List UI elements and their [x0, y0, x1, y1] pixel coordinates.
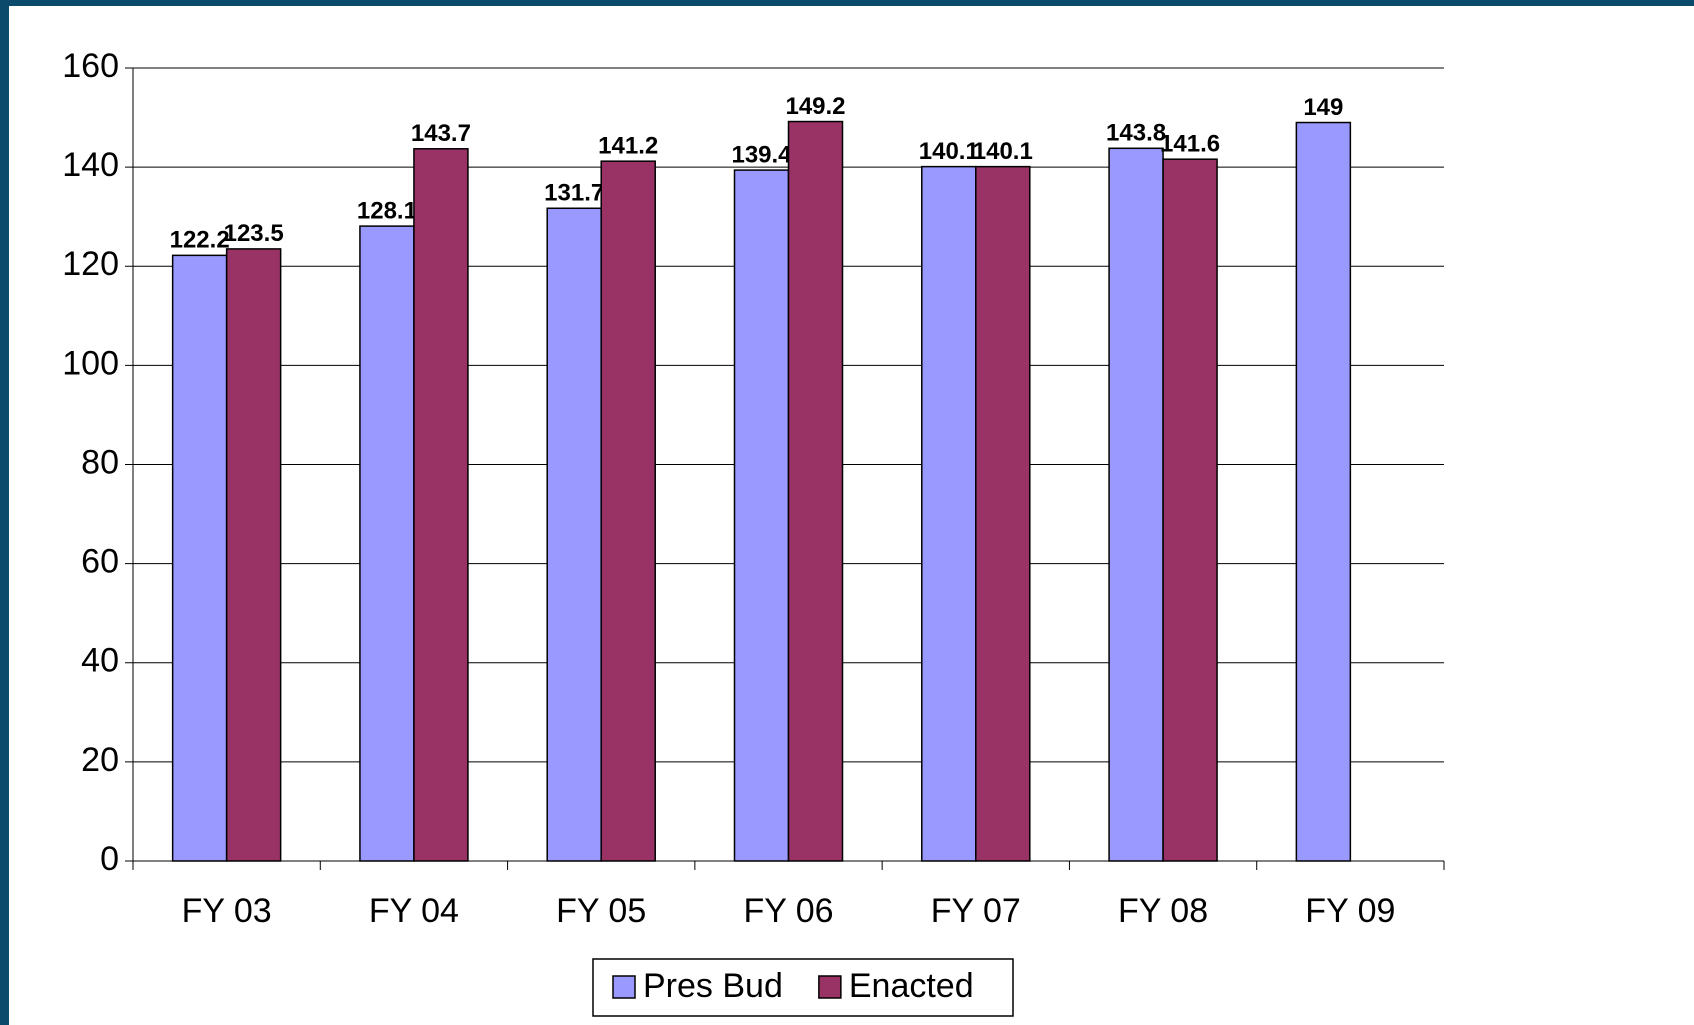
bar [600, 160, 656, 862]
legend-swatch [612, 975, 636, 999]
x-tick-label: FY 09 [1305, 892, 1395, 930]
data-label: 128.1 [357, 197, 417, 224]
bar [975, 165, 1031, 862]
bar [1162, 158, 1218, 862]
legend-swatch [818, 975, 842, 999]
bar [225, 248, 282, 862]
data-label: 140.1 [919, 138, 979, 165]
bar [787, 120, 844, 862]
bar [413, 148, 469, 862]
bar [171, 254, 228, 862]
legend-label: Pres Bud [643, 967, 783, 1005]
bar [1295, 121, 1352, 862]
y-tick-label: 20 [81, 741, 119, 779]
x-tick-label: FY 06 [743, 892, 833, 930]
data-label: 141.6 [1160, 131, 1220, 158]
y-tick-label: 40 [81, 642, 119, 680]
x-tick-label: FY 04 [369, 892, 459, 930]
y-tick-label: 160 [62, 47, 119, 85]
legend-box [592, 958, 1014, 1017]
data-label: 139.4 [731, 141, 792, 168]
x-tick-label: FY 03 [182, 892, 272, 930]
y-tick-label: 100 [62, 344, 119, 382]
y-tick-label: 0 [100, 840, 119, 878]
bar [1108, 147, 1164, 862]
legend-label: Enacted [849, 967, 974, 1005]
y-tick-label: 140 [62, 146, 119, 184]
data-label: 141.2 [598, 133, 658, 160]
x-tick-label: FY 07 [931, 892, 1021, 930]
bar [921, 165, 977, 862]
data-label: 122.2 [170, 227, 230, 254]
data-label: 149 [1303, 94, 1343, 121]
bar [546, 207, 602, 862]
data-label: 123.5 [224, 220, 284, 247]
data-label: 131.7 [544, 180, 604, 207]
data-label: 143.8 [1106, 120, 1166, 147]
y-tick-label: 60 [81, 543, 119, 581]
data-label: 149.2 [785, 93, 845, 120]
chart-background [9, 6, 1694, 1025]
bar [733, 169, 790, 862]
x-tick-label: FY 05 [556, 892, 646, 930]
y-tick-label: 80 [81, 443, 119, 481]
x-tick-label: FY 08 [1118, 892, 1208, 930]
bar [359, 225, 415, 862]
data-label: 143.7 [411, 120, 471, 147]
data-label: 140.1 [973, 138, 1033, 165]
y-tick-label: 120 [62, 245, 119, 283]
